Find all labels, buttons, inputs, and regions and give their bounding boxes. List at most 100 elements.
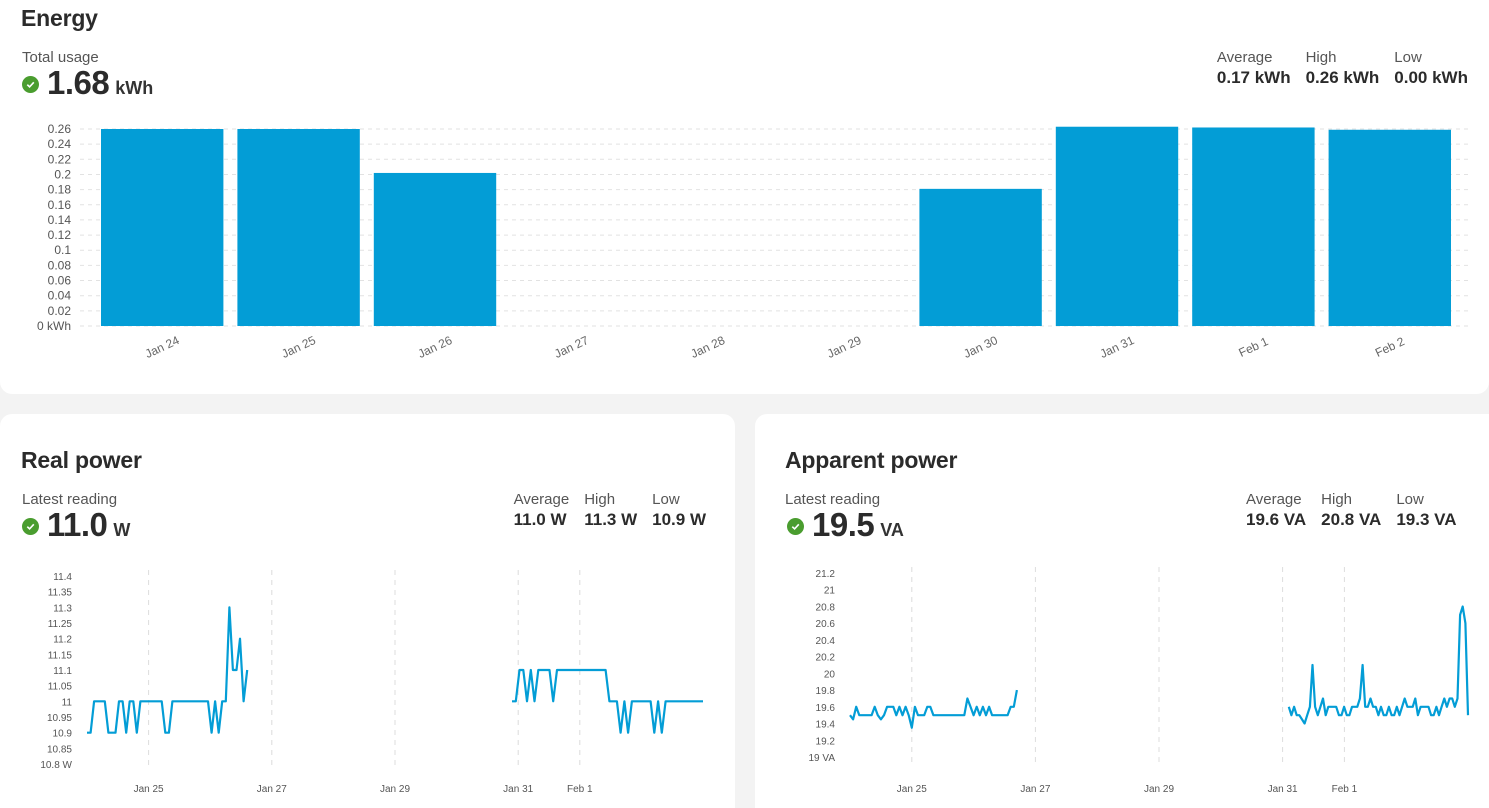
y-tick-label: 21.2 <box>816 569 836 580</box>
series-line <box>849 689 1018 729</box>
apparent-power-stats: Average 19.6 VA High 20.8 VA Low 19.3 VA <box>1246 491 1457 530</box>
stat-label: Average <box>1246 491 1302 508</box>
x-tick-label: Jan 25 <box>897 784 927 795</box>
stat-label: High <box>1321 491 1353 508</box>
stat-label: Average <box>513 491 570 508</box>
bar <box>919 188 1042 326</box>
y-tick-label: 19 VA <box>809 753 836 764</box>
real-power-card: Real power Latest reading 11.0 W Average… <box>0 414 735 808</box>
check-circle-icon <box>22 76 39 93</box>
stat-value: 10.9 W <box>652 510 706 529</box>
apparent-power-reading-label: Latest reading <box>785 491 881 508</box>
x-tick-label: Jan 26 <box>416 333 455 361</box>
energy-stat-high: High 0.26 kWh <box>1306 49 1380 88</box>
stat-value: 11.0 W <box>513 510 567 529</box>
stat-value: 0.26 kWh <box>1305 68 1380 87</box>
y-tick-label: 0.04 <box>48 289 72 303</box>
y-tick-label: 10.95 <box>47 713 72 724</box>
stat-label: Average <box>1216 49 1273 66</box>
stat-value: 11.3 W <box>584 510 638 529</box>
bar <box>1328 129 1451 326</box>
y-tick-label: 19.6 <box>816 703 836 714</box>
y-tick-label: 10.85 <box>47 744 72 755</box>
y-tick-label: 0.2 <box>54 167 71 181</box>
y-tick-label: 19.4 <box>816 720 836 731</box>
x-tick-label: Jan 31 <box>503 784 533 795</box>
bar <box>1192 127 1315 326</box>
y-tick-label: 0.22 <box>48 152 72 166</box>
y-tick-label: 0.16 <box>48 198 72 212</box>
y-tick-label: 11.1 <box>53 666 72 677</box>
real-power-line-chart[interactable]: 10.8 W 10.85 10.9 10.95 11 11.05 11.1 11.15 11.2… <box>0 564 735 808</box>
x-tick-label: Jan 27 <box>257 784 287 795</box>
y-tick-label: 0.06 <box>48 274 72 288</box>
y-tick-label: 11 <box>62 697 73 708</box>
y-tick-label: 21 <box>824 586 836 597</box>
x-tick-label: Feb 1 <box>567 784 593 795</box>
x-tick-label: Jan 31 <box>1268 784 1298 795</box>
x-tick-label: Jan 29 <box>1144 784 1174 795</box>
stat-label: Low <box>1394 49 1422 66</box>
apparent-stat-high: High 20.8 VA <box>1321 491 1381 530</box>
real-power-stats: Average 11.0 W High 11.3 W Low 10.9 W <box>514 491 706 530</box>
x-tick-label: Feb 1 <box>1332 784 1358 795</box>
bar <box>101 129 224 326</box>
check-circle-icon <box>22 518 39 535</box>
y-tick-label: 20.8 <box>816 602 836 613</box>
y-tick-label: 0.02 <box>48 304 72 318</box>
real-power-title: Real power <box>21 447 142 473</box>
total-usage-value-row: 1.68 kWh <box>22 64 153 102</box>
energy-stat-average: Average 0.17 kWh <box>1217 49 1291 88</box>
x-tick-label: Feb 2 <box>1373 334 1407 360</box>
bar <box>1055 126 1179 326</box>
y-tick-label: 19.8 <box>816 686 836 697</box>
apparent-power-unit: VA <box>880 520 904 540</box>
y-tick-label: 11.25 <box>48 619 73 630</box>
x-tick-label: Jan 30 <box>961 333 1000 361</box>
x-tick-label: Jan 27 <box>552 333 591 361</box>
x-tick-label: Jan 31 <box>1098 333 1137 361</box>
series-line <box>87 606 249 734</box>
apparent-power-title: Apparent power <box>785 447 958 473</box>
y-tick-label: 0.1 <box>54 243 71 257</box>
y-tick-label: 20.2 <box>816 653 836 664</box>
stat-value: 0.17 kWh <box>1216 68 1291 87</box>
x-tick-label: Feb 1 <box>1237 334 1271 360</box>
x-tick-label: Jan 29 <box>825 333 864 361</box>
y-tick-label: 10.9 <box>53 729 73 740</box>
y-tick-label: 11.05 <box>48 682 73 693</box>
y-tick-label: 0.24 <box>48 137 72 151</box>
bar <box>373 172 497 326</box>
y-tick-label: 20.4 <box>816 636 836 647</box>
real-stat-high: High 11.3 W <box>584 491 637 530</box>
y-tick-label: 0.08 <box>48 258 72 272</box>
y-tick-label: 11.4 <box>53 572 72 583</box>
apparent-power-value: 19.5 <box>812 506 875 543</box>
stat-label: High <box>1305 49 1337 66</box>
apparent-stat-average: Average 19.6 VA <box>1246 491 1306 530</box>
x-tick-label: Jan 28 <box>689 333 728 361</box>
energy-title: Energy <box>21 5 98 31</box>
real-power-reading-label: Latest reading <box>22 491 118 508</box>
series-line <box>1287 605 1470 725</box>
apparent-power-value-row: 19.5 VA <box>787 506 904 544</box>
energy-stat-low: Low 0.00 kWh <box>1394 49 1468 88</box>
y-tick-label: 20 <box>824 669 836 680</box>
y-tick-label: 0.14 <box>48 213 72 227</box>
stat-label: High <box>584 491 616 508</box>
x-tick-label: Jan 29 <box>380 784 410 795</box>
energy-card: Energy Total usage 1.68 kWh Average 0.17 … <box>0 0 1489 394</box>
y-tick-label: 11.15 <box>48 650 73 661</box>
y-tick-label: 19.2 <box>816 736 836 747</box>
y-tick-label: 10.8 W <box>40 760 72 771</box>
y-tick-label: 0 kWh <box>37 319 71 333</box>
apparent-stat-low: Low 19.3 VA <box>1396 491 1456 530</box>
apparent-power-line-chart[interactable]: 19 VA 19.2 19.4 19.6 19.8 20 20.2 20.4 20.6 20.8 2… <box>755 564 1489 808</box>
real-power-value-row: 11.0 W <box>22 506 130 544</box>
stat-value: 19.6 VA <box>1246 510 1307 529</box>
x-tick-label: Jan 27 <box>1020 784 1050 795</box>
energy-stats: Average 0.17 kWh High 0.26 kWh Low 0.00 kWh <box>1217 49 1468 88</box>
apparent-power-card: Apparent power Latest reading 19.5 VA Av… <box>755 414 1489 808</box>
real-power-value: 11.0 <box>47 506 108 543</box>
